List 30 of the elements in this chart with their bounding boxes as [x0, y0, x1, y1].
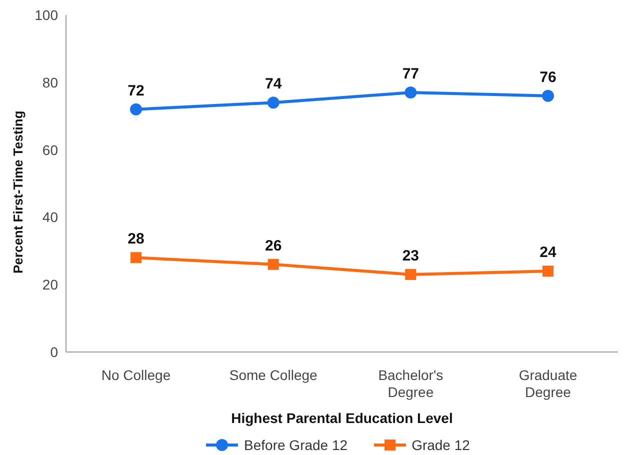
data-label: 76: [540, 68, 556, 86]
legend-label: Grade 12: [412, 437, 470, 453]
y-tick-label: 100: [34, 6, 58, 23]
data-label: 28: [128, 230, 144, 248]
point: [405, 268, 416, 280]
y-tick-label: 40: [42, 209, 58, 226]
point: [542, 266, 554, 277]
y-tick-label: 80: [42, 74, 58, 90]
data-label: 77: [402, 66, 420, 83]
y-tick-label: 60: [42, 142, 58, 158]
x-tick-label: Bachelor's Degree: [378, 367, 444, 400]
x-tick-label: Graduate Degree: [518, 367, 578, 400]
data-label: 72: [128, 82, 144, 100]
point: [130, 103, 142, 116]
point: [267, 96, 280, 109]
point: [268, 258, 279, 270]
point: [404, 86, 417, 99]
x-tick-label: Some College: [229, 367, 318, 383]
x-axis-title: Highest Parental Education Level: [231, 410, 453, 426]
data-label: 26: [264, 237, 282, 254]
data-label: 74: [264, 76, 282, 93]
x-tick-label: No College: [101, 367, 171, 383]
data-label: 24: [540, 244, 557, 262]
y-tick-label: 20: [42, 276, 58, 293]
point: [542, 90, 554, 102]
y-axis-title: Percent First-Time Testing: [10, 110, 26, 274]
legend-label: Before Grade 12: [244, 437, 348, 453]
y-tick-label: 0: [50, 344, 58, 360]
data-label: 23: [402, 247, 420, 264]
point: [130, 252, 142, 264]
